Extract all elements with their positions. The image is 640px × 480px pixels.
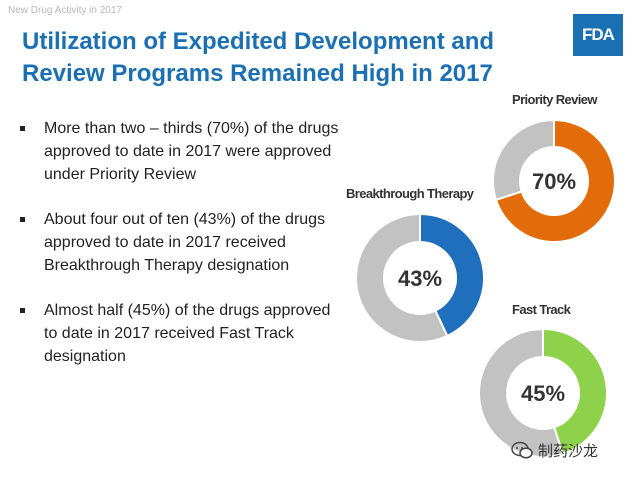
breakthrough-therapy-label: Breakthrough Therapy [346,186,474,201]
priority-review-slice-remainder [492,118,555,202]
wechat-icon [511,441,533,459]
bullet-square-icon [20,126,25,131]
bullet-text: About four out of ten (43%) of the drugs… [44,211,326,274]
fast-track-value-label: 45% [521,381,565,406]
bullet-square-icon [20,217,25,222]
page-title: Utilization of Expedited Development and… [22,26,562,90]
fast-track-slice-remainder [478,327,565,458]
fast-track-slice-value [542,327,608,456]
header-note: New Drug Activity in 2017 [8,5,122,16]
fda-logo-text: FDA [582,25,615,44]
bullet-text: More than two – thirds (70%) of the drug… [44,120,339,183]
breakthrough-therapy-slice-remainder [355,212,449,343]
fast-track-label: Fast Track [512,302,571,317]
title-line-1: Utilization of Expedited Development and [22,28,495,55]
priority-review-label: Priority Review [512,92,598,107]
bullet-fast-track: Almost half (45%) of the drugs approved … [18,299,348,368]
title-line-2: Review Programs Remained High in 2017 [22,60,493,87]
bullet-square-icon [20,308,25,313]
priority-review-slice-value [494,118,616,243]
priority-review-value-label: 70% [532,169,576,194]
breakthrough-therapy-slice-value [419,212,485,338]
breakthrough-therapy-value-label: 43% [398,266,442,291]
fda-logo: FDA [573,14,623,56]
watermark-text: 制药沙龙 [538,443,599,460]
bullet-priority-review: More than two – thirds (70%) of the drug… [18,117,348,186]
bullet-text: Almost half (45%) of the drugs approved … [44,302,331,365]
bullet-list: More than two – thirds (70%) of the drug… [18,117,348,390]
bullet-breakthrough-therapy: About four out of ten (43%) of the drugs… [18,208,348,277]
